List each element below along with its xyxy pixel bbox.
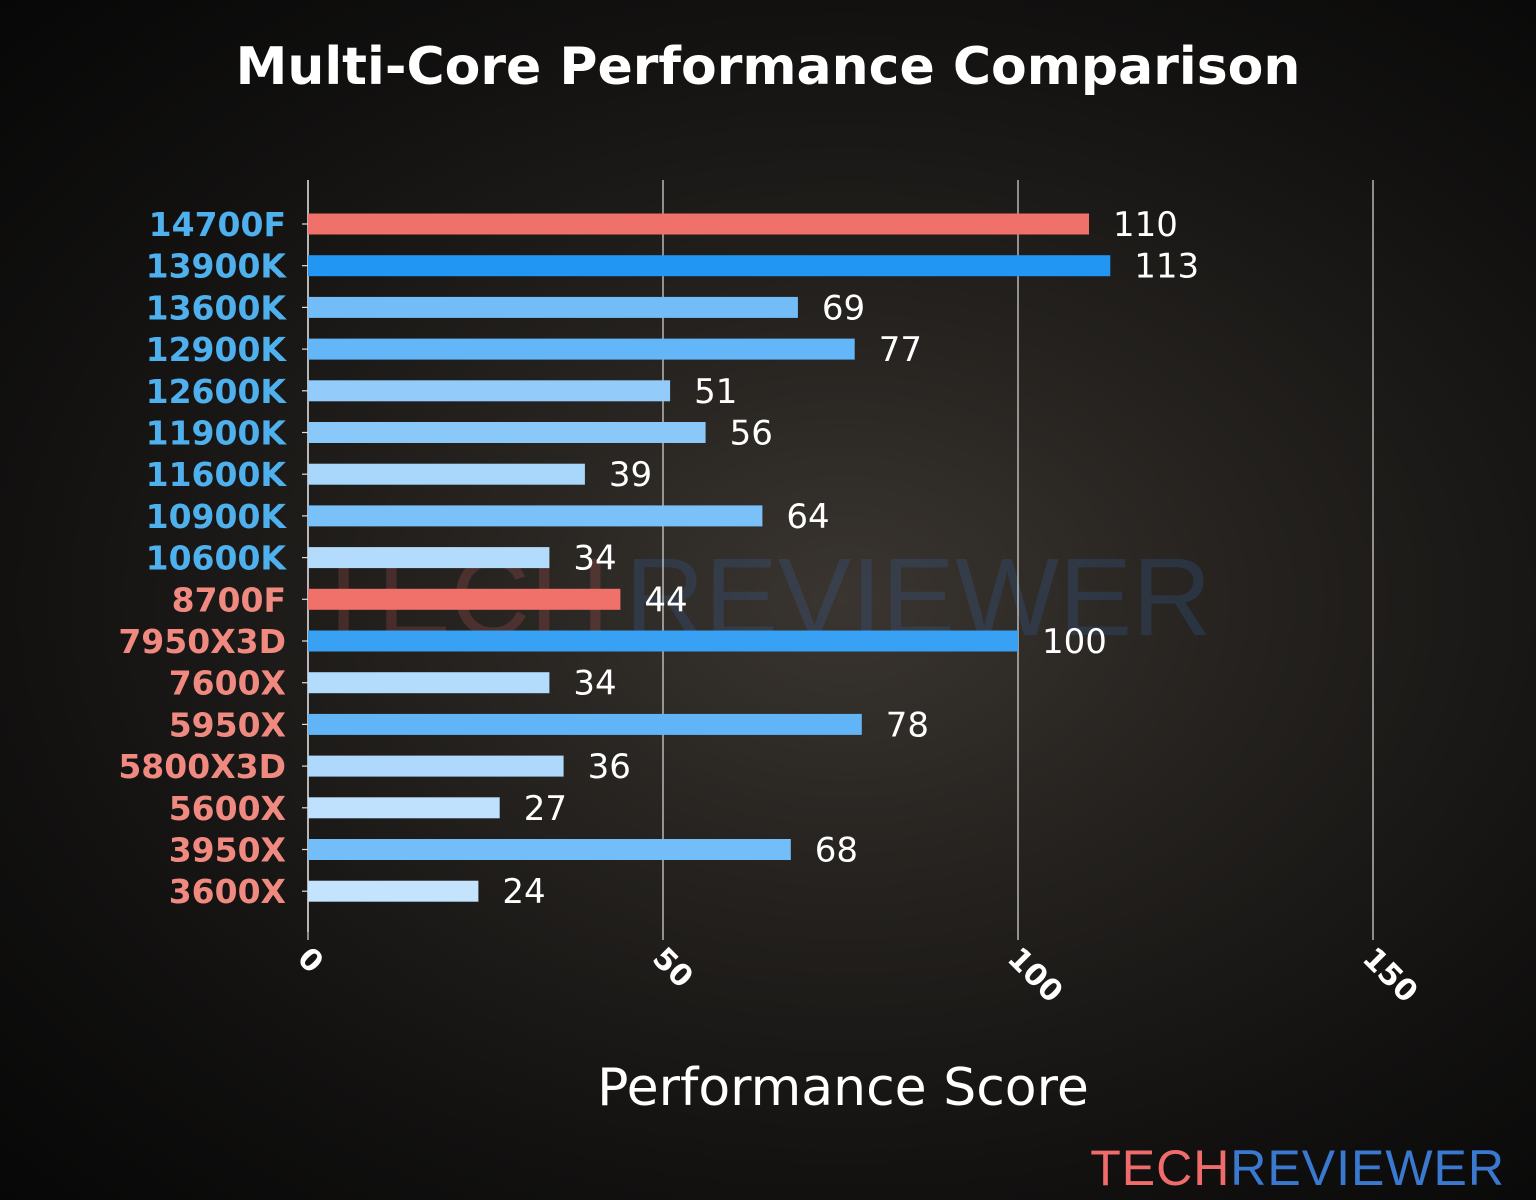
bar-12900K xyxy=(308,338,855,360)
category-label: 3600X xyxy=(169,872,286,911)
category-label: 11600K xyxy=(146,455,288,494)
chart-title: Multi-Core Performance Comparison xyxy=(236,37,1301,97)
bar-5600X xyxy=(308,797,500,819)
value-label: 44 xyxy=(644,580,687,620)
bar-3600X xyxy=(308,880,479,902)
bar-14700F xyxy=(308,213,1089,235)
category-label: 10900K xyxy=(146,497,288,536)
value-label: 36 xyxy=(588,747,631,787)
value-label: 110 xyxy=(1113,205,1178,245)
x-ticks: 0 50 100 150 xyxy=(290,932,1424,1010)
tick-label: 150 xyxy=(1355,941,1424,1010)
bar-10900K xyxy=(308,505,763,527)
logo-part1: TECH xyxy=(1090,1140,1230,1196)
value-label: 34 xyxy=(573,539,616,579)
category-label: 13600K xyxy=(146,288,288,327)
bar-5800X3D xyxy=(308,755,564,777)
value-label: 51 xyxy=(694,372,737,412)
tick-label: 0 xyxy=(290,941,330,981)
tick-label: 100 xyxy=(1000,941,1069,1010)
bar-7950X3D xyxy=(308,630,1018,652)
value-label: 68 xyxy=(815,831,858,871)
category-label: 8700F xyxy=(172,580,286,619)
category-label: 13900K xyxy=(146,247,288,286)
bar-5950X xyxy=(308,713,862,735)
value-label: 77 xyxy=(879,330,922,370)
category-label: 5950X xyxy=(169,705,286,744)
bars xyxy=(308,213,1111,902)
bar-12600K xyxy=(308,380,671,402)
value-label: 100 xyxy=(1042,622,1107,662)
category-label: 3950X xyxy=(169,831,286,870)
category-label: 7600X xyxy=(169,664,286,703)
category-label: 12600K xyxy=(146,372,288,411)
bar-13900K xyxy=(308,255,1111,277)
category-label: 11900K xyxy=(146,414,288,453)
category-label: 10600K xyxy=(146,539,288,578)
value-label: 113 xyxy=(1134,247,1199,287)
category-label: 12900K xyxy=(146,330,288,369)
value-label: 64 xyxy=(786,497,829,537)
bar-7600X xyxy=(308,672,550,694)
value-label: 78 xyxy=(886,705,929,745)
category-label: 5600X xyxy=(169,789,286,828)
category-labels: 14700F13900K13600K12900K12600K11900K1160… xyxy=(118,205,308,911)
category-label: 7950X3D xyxy=(118,622,286,661)
category-label: 14700F xyxy=(149,205,286,244)
bar-10600K xyxy=(308,547,550,569)
logo: TECHREVIEWER xyxy=(1090,1140,1505,1196)
bar-11600K xyxy=(308,463,585,485)
bar-11900K xyxy=(308,422,706,443)
logo-part2: REVIEWER xyxy=(1230,1140,1505,1196)
bar-13600K xyxy=(308,296,798,318)
value-label: 27 xyxy=(524,789,567,829)
value-label: 39 xyxy=(609,455,652,495)
value-label: 56 xyxy=(730,414,773,454)
tick-label: 50 xyxy=(645,941,699,995)
bar-8700F xyxy=(308,588,621,610)
value-label: 34 xyxy=(573,664,616,704)
category-label: 5800X3D xyxy=(118,747,286,786)
bar-3950X xyxy=(308,839,791,860)
x-axis-label: Performance Score xyxy=(597,1058,1089,1118)
value-label: 24 xyxy=(502,872,545,912)
value-label: 69 xyxy=(822,288,865,328)
